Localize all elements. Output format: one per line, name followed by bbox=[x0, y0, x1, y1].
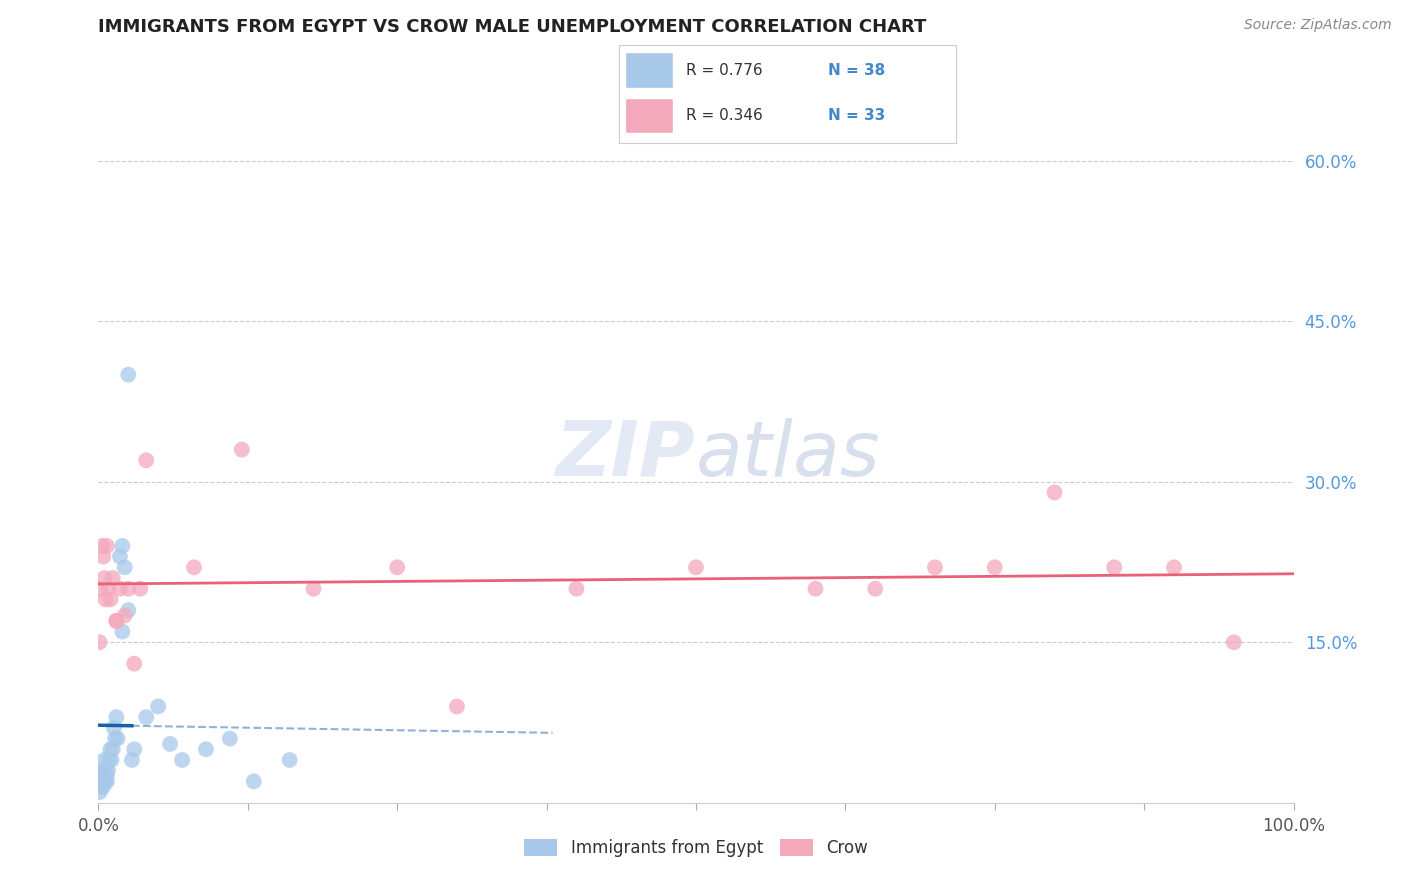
Point bbox=[117, 603, 139, 617]
Point bbox=[101, 571, 124, 585]
Point bbox=[89, 635, 111, 649]
Point bbox=[129, 582, 152, 596]
Point bbox=[98, 592, 122, 607]
Text: N = 33: N = 33 bbox=[828, 108, 886, 123]
Point bbox=[104, 731, 127, 746]
Point bbox=[94, 774, 117, 789]
Point bbox=[1102, 560, 1125, 574]
Point bbox=[103, 721, 125, 735]
Point bbox=[685, 560, 707, 574]
Point bbox=[984, 560, 1007, 574]
Point bbox=[107, 731, 129, 746]
Point bbox=[1163, 560, 1185, 574]
Point bbox=[90, 774, 112, 789]
Point bbox=[91, 539, 114, 553]
Point bbox=[91, 764, 114, 778]
Point bbox=[565, 582, 588, 596]
Point bbox=[385, 560, 409, 574]
Point bbox=[108, 582, 131, 596]
Point bbox=[117, 368, 139, 382]
Point bbox=[97, 764, 120, 778]
Point bbox=[278, 753, 301, 767]
Point bbox=[98, 742, 122, 756]
Point bbox=[96, 774, 118, 789]
Point bbox=[96, 769, 118, 783]
Text: R = 0.776: R = 0.776 bbox=[686, 62, 762, 78]
Point bbox=[231, 442, 253, 457]
Point bbox=[100, 753, 122, 767]
Point bbox=[804, 582, 827, 596]
Point bbox=[97, 582, 120, 596]
Point bbox=[105, 614, 128, 628]
Point bbox=[194, 742, 218, 756]
Point bbox=[243, 774, 266, 789]
Text: N = 38: N = 38 bbox=[828, 62, 886, 78]
Point bbox=[1222, 635, 1246, 649]
Point bbox=[94, 764, 117, 778]
Point bbox=[446, 699, 468, 714]
Text: R = 0.346: R = 0.346 bbox=[686, 108, 763, 123]
Point bbox=[94, 592, 117, 607]
FancyBboxPatch shape bbox=[626, 53, 672, 87]
Legend: Immigrants from Egypt, Crow: Immigrants from Egypt, Crow bbox=[517, 832, 875, 864]
Point bbox=[91, 780, 114, 794]
FancyBboxPatch shape bbox=[626, 97, 672, 133]
Point bbox=[114, 560, 136, 574]
Point bbox=[93, 753, 115, 767]
Point bbox=[105, 710, 128, 724]
Point bbox=[219, 731, 242, 746]
Point bbox=[924, 560, 946, 574]
Point bbox=[96, 539, 118, 553]
Text: ZIP: ZIP bbox=[557, 418, 696, 491]
Point bbox=[108, 549, 131, 564]
Point bbox=[135, 710, 157, 724]
Point bbox=[124, 742, 146, 756]
Point bbox=[148, 699, 170, 714]
Point bbox=[90, 582, 112, 596]
Point bbox=[89, 785, 111, 799]
Point bbox=[1043, 485, 1066, 500]
Point bbox=[124, 657, 146, 671]
Point bbox=[90, 780, 112, 794]
Point bbox=[117, 582, 139, 596]
Point bbox=[172, 753, 194, 767]
Text: Source: ZipAtlas.com: Source: ZipAtlas.com bbox=[1244, 18, 1392, 32]
Point bbox=[98, 753, 121, 767]
Point bbox=[302, 582, 325, 596]
Text: atlas: atlas bbox=[696, 418, 880, 491]
Point bbox=[91, 764, 114, 778]
Text: IMMIGRANTS FROM EGYPT VS CROW MALE UNEMPLOYMENT CORRELATION CHART: IMMIGRANTS FROM EGYPT VS CROW MALE UNEMP… bbox=[98, 18, 927, 36]
Point bbox=[135, 453, 157, 467]
Point bbox=[114, 608, 136, 623]
Point bbox=[121, 753, 143, 767]
Point bbox=[159, 737, 181, 751]
Point bbox=[93, 571, 115, 585]
Point bbox=[93, 774, 115, 789]
Point bbox=[111, 539, 134, 553]
Point bbox=[91, 769, 114, 783]
Point bbox=[105, 614, 128, 628]
Point bbox=[863, 582, 887, 596]
Point bbox=[91, 549, 114, 564]
Point bbox=[111, 624, 134, 639]
Point bbox=[183, 560, 205, 574]
Point bbox=[101, 742, 124, 756]
